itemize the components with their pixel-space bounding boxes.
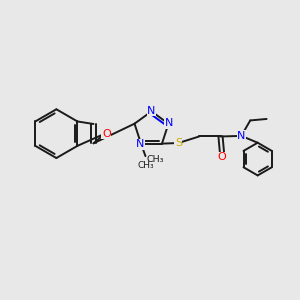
Text: O: O [218, 152, 226, 162]
Text: N: N [165, 118, 173, 128]
Text: N: N [136, 139, 145, 149]
Text: O: O [102, 129, 111, 139]
Text: CH₃: CH₃ [147, 155, 164, 164]
Text: CH₃: CH₃ [137, 161, 154, 170]
Text: S: S [175, 138, 182, 148]
Text: N: N [147, 106, 156, 116]
Text: N: N [237, 131, 245, 141]
